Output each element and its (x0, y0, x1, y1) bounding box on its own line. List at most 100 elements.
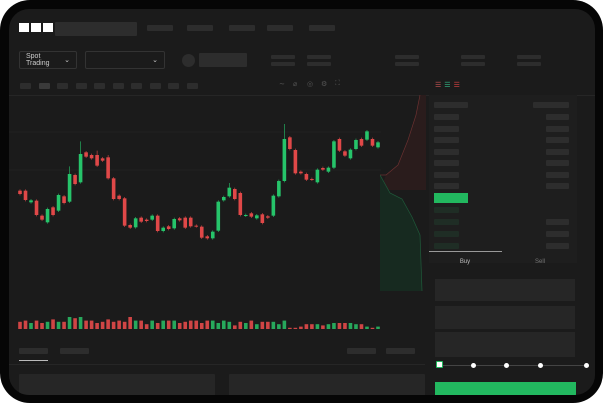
filter-button[interactable] (347, 348, 376, 354)
settings-icon[interactable]: ⚙ (321, 81, 328, 88)
candle (227, 183, 232, 198)
volume-bar (18, 321, 22, 329)
market-select[interactable]: Spot Trading ⌄ (19, 51, 77, 69)
candle (282, 124, 287, 183)
fullscreen-icon[interactable]: ⛶ (335, 80, 340, 87)
candle (161, 226, 165, 233)
volume-bar (183, 321, 188, 329)
line-tool-icon[interactable]: ∼ (279, 81, 285, 88)
stat-label (517, 55, 541, 59)
tab-open-orders[interactable] (19, 348, 48, 354)
timeframe-button[interactable] (20, 83, 31, 89)
orderbook-asks-icon[interactable]: ☰ (453, 82, 463, 89)
tab-order-history[interactable] (60, 348, 89, 354)
depth-chart (380, 95, 426, 291)
nav-item[interactable] (229, 25, 255, 31)
candle (62, 195, 66, 205)
timeframe-button[interactable] (75, 83, 87, 89)
volume-bar (354, 324, 358, 329)
buy-button[interactable] (435, 382, 576, 395)
volume-bar (177, 323, 182, 329)
timeframe-button[interactable] (131, 83, 142, 89)
volume-bar (210, 320, 215, 329)
candle (84, 151, 88, 158)
nav-item[interactable] (267, 25, 293, 31)
volume-bar (194, 320, 199, 329)
candle (89, 153, 94, 160)
orderbook-bids-icon[interactable]: ☰ (444, 82, 454, 89)
ruler-icon[interactable]: ⌀ (293, 81, 298, 88)
camera-icon[interactable]: ◎ (307, 81, 314, 88)
candle (288, 136, 292, 151)
candle (73, 173, 77, 186)
candle (183, 216, 188, 229)
candle (78, 141, 83, 184)
stat-label (307, 55, 331, 59)
candle (249, 212, 254, 218)
candle (233, 187, 237, 201)
candle (106, 155, 110, 180)
volume-bar (62, 321, 66, 329)
volume-bar (238, 321, 243, 329)
price-input[interactable] (435, 279, 575, 301)
candle (348, 148, 353, 160)
volume-bar (332, 323, 336, 329)
ask-price (434, 137, 459, 143)
candle (188, 216, 193, 228)
stat-value (517, 62, 541, 66)
volume-bar (111, 321, 116, 329)
filter-button[interactable] (386, 348, 415, 354)
candlestick-chart[interactable] (9, 95, 381, 305)
bid-price (434, 219, 459, 225)
volume-bar (155, 323, 160, 329)
volume-bar (260, 321, 265, 329)
slider-step-75[interactable] (538, 363, 543, 368)
slider-step-100[interactable] (584, 363, 589, 368)
nav-item[interactable] (187, 25, 213, 31)
amount-slider[interactable] (439, 365, 587, 366)
candle (337, 137, 342, 152)
candle (271, 194, 276, 217)
timeframe-button[interactable] (94, 83, 105, 89)
volume-bar (84, 320, 88, 329)
order-book (429, 95, 577, 263)
slider-step-50[interactable] (504, 363, 509, 368)
timeframe-button[interactable] (186, 83, 198, 89)
candle (155, 214, 160, 233)
tab-sell[interactable]: Sell (534, 259, 545, 265)
timeframe-button[interactable] (57, 83, 68, 89)
candle (326, 166, 331, 173)
candle (18, 189, 22, 196)
ask-price (434, 183, 459, 189)
volume-bar (51, 319, 55, 329)
candle (359, 137, 364, 147)
nav-item[interactable] (147, 25, 173, 31)
volume-bar (172, 320, 177, 329)
pair-select[interactable]: ⌄ (85, 51, 165, 69)
nav-item[interactable] (309, 25, 335, 31)
candle (255, 214, 259, 220)
candle (299, 170, 303, 175)
stat-label (395, 55, 419, 59)
timeframe-button[interactable] (38, 83, 50, 89)
orderbook-both-icon[interactable]: ☰ (435, 82, 445, 89)
search-bar[interactable] (55, 22, 137, 36)
timeframe-button[interactable] (168, 83, 179, 89)
ask-amount (546, 160, 569, 166)
candle (332, 140, 336, 169)
volume-bar (78, 317, 83, 329)
tab-buy[interactable]: Buy (459, 259, 471, 265)
volume-bar (288, 327, 292, 329)
stat-label (461, 55, 485, 59)
slider-step-25[interactable] (471, 363, 476, 368)
slider-handle[interactable] (436, 361, 443, 368)
amount-input[interactable] (435, 306, 575, 329)
timeframe-button[interactable] (149, 83, 161, 89)
candle (166, 225, 171, 231)
total-input[interactable] (435, 332, 575, 357)
chevron-down-icon: ⌄ (64, 57, 70, 64)
timeframe-button[interactable] (112, 83, 124, 89)
candle (244, 213, 248, 217)
candle (260, 213, 265, 225)
volume-bar (326, 324, 331, 329)
